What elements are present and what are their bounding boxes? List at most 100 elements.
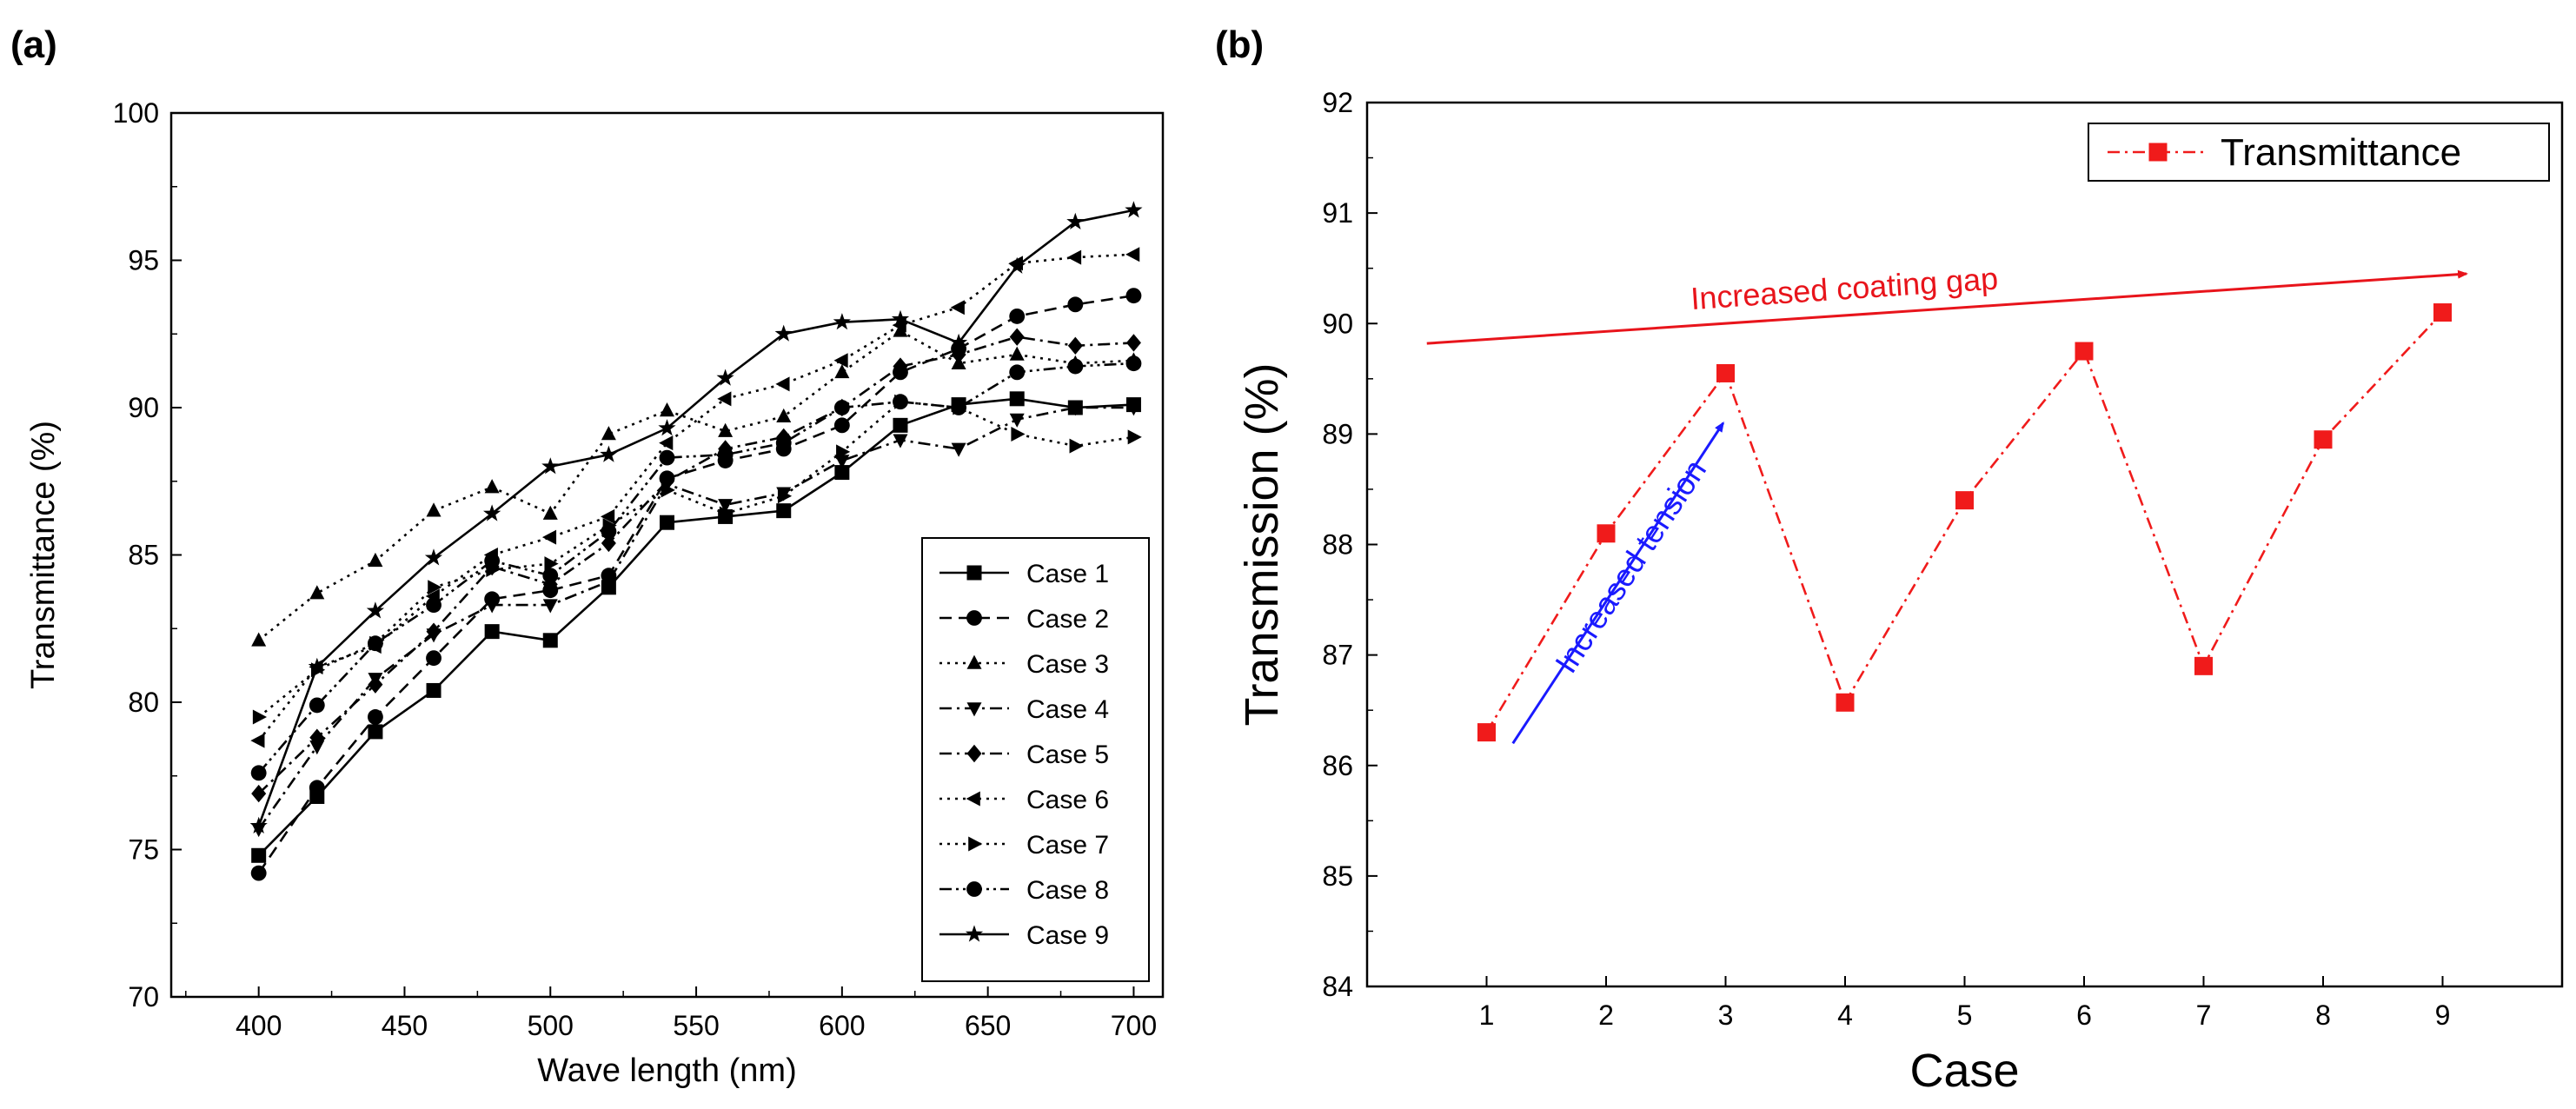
point-case-7	[1069, 438, 1084, 454]
point-case-9	[950, 333, 968, 350]
point-case-6	[775, 376, 790, 392]
point-case-5	[1125, 334, 1141, 352]
point-case-6	[601, 508, 615, 524]
point-case-2	[833, 417, 850, 434]
point-case-1	[368, 724, 383, 740]
legend-marker-case-3	[966, 654, 982, 669]
point-case-9	[716, 369, 734, 386]
point-case-6	[833, 353, 848, 369]
point-case-9	[658, 419, 676, 436]
point-case-6	[250, 733, 265, 748]
point-case-3	[601, 426, 616, 441]
point-case-5	[251, 784, 267, 803]
y-tick-label-b: 85	[1322, 860, 1353, 892]
point-case-8	[484, 553, 501, 569]
point-case-8	[1067, 358, 1084, 375]
point-case-6	[541, 529, 557, 545]
point-case-5	[542, 575, 558, 594]
x-tick-label-b: 9	[2435, 999, 2451, 1031]
x-tick-label-a: 700	[1111, 1010, 1157, 1041]
series-line-case-8	[257, 362, 1134, 774]
y-tick-label-b: 87	[1322, 640, 1353, 671]
point-case-8	[951, 400, 967, 415]
point-case-7	[544, 556, 559, 572]
point-case-2	[1067, 296, 1084, 313]
point-case-8	[367, 635, 383, 652]
y-tick-label-a: 95	[128, 245, 159, 276]
legend-label-case-4: Case 4	[1026, 695, 1109, 724]
plot-frame-b	[1365, 101, 2564, 988]
legend-marker-case-9	[965, 925, 984, 942]
point-case-8	[309, 697, 325, 714]
point-case-6	[950, 300, 965, 315]
x-tick-label-b: 1	[1479, 999, 1495, 1031]
point-case-3	[368, 552, 383, 568]
y-tick-label-a: 80	[128, 687, 159, 718]
point-case-9	[249, 816, 268, 833]
point-case-4	[718, 499, 734, 514]
point-case-1	[893, 417, 908, 433]
y-axis-title-a: Transmittance (%)	[25, 421, 62, 689]
point-case-7	[777, 488, 793, 504]
point-case-3	[776, 408, 792, 422]
x-tick-label-b: 3	[1718, 999, 1734, 1031]
point-case-9	[483, 504, 501, 521]
legend-label-case-6: Case 6	[1026, 786, 1109, 814]
point-case-9	[1008, 256, 1026, 274]
point-case-5	[893, 357, 908, 375]
point-case-9	[541, 457, 560, 475]
point-case-5	[1009, 328, 1025, 346]
series-line-case-2	[257, 294, 1134, 874]
point-case-8	[717, 447, 734, 463]
tension-label: Increased tension	[1548, 453, 1713, 679]
point-case-3	[660, 402, 674, 417]
point-case-4	[309, 740, 325, 755]
point-case-1	[484, 624, 500, 640]
point-transmittance	[1597, 524, 1616, 543]
y-tick-label-b: 90	[1322, 308, 1353, 339]
point-case-1	[776, 503, 792, 519]
series-line-case-3	[257, 329, 1134, 641]
point-case-1	[542, 633, 558, 648]
y-tick-label-a: 90	[128, 392, 159, 423]
point-case-2	[250, 865, 267, 881]
point-case-7	[836, 444, 851, 460]
series-line-case-7	[257, 400, 1134, 719]
y-tick-label-a: 100	[113, 97, 159, 129]
point-case-3	[834, 363, 850, 379]
point-case-8	[893, 394, 908, 410]
x-tick-label-a: 550	[673, 1010, 719, 1041]
point-case-9	[308, 657, 326, 674]
point-case-8	[833, 400, 850, 415]
point-case-5	[426, 622, 442, 641]
series-line-case-1	[257, 397, 1134, 857]
point-case-4	[893, 434, 908, 448]
point-transmittance	[2433, 303, 2452, 322]
y-tick-label-a: 85	[128, 540, 159, 571]
legend-marker-case-1	[966, 565, 982, 581]
x-tick-label-b: 8	[2315, 999, 2331, 1031]
point-case-3	[542, 505, 558, 520]
coating-gap-arrow	[1426, 269, 2468, 345]
x-tick-label-b: 4	[1837, 999, 1853, 1031]
point-case-3	[484, 479, 500, 494]
y-tick-label-b: 84	[1322, 971, 1353, 1002]
point-case-7	[1127, 429, 1142, 445]
point-case-5	[309, 728, 325, 747]
legend-label-transmittance: Transmittance	[2221, 131, 2461, 174]
x-tick-label-a: 600	[819, 1010, 865, 1041]
legend-marker-transmittance	[2148, 143, 2168, 162]
point-case-7	[1011, 427, 1026, 442]
point-case-5	[601, 534, 616, 553]
point-case-3	[893, 322, 908, 337]
point-case-4	[1009, 413, 1025, 428]
point-transmittance	[1477, 723, 1496, 742]
series-line-case-6	[257, 253, 1134, 741]
point-transmittance	[2194, 656, 2213, 675]
point-case-2	[367, 709, 383, 725]
x-tick-label-b: 5	[1957, 999, 1973, 1031]
y-tick-label-b: 88	[1322, 529, 1353, 561]
point-transmittance	[1955, 491, 1974, 510]
point-case-9	[600, 445, 618, 462]
